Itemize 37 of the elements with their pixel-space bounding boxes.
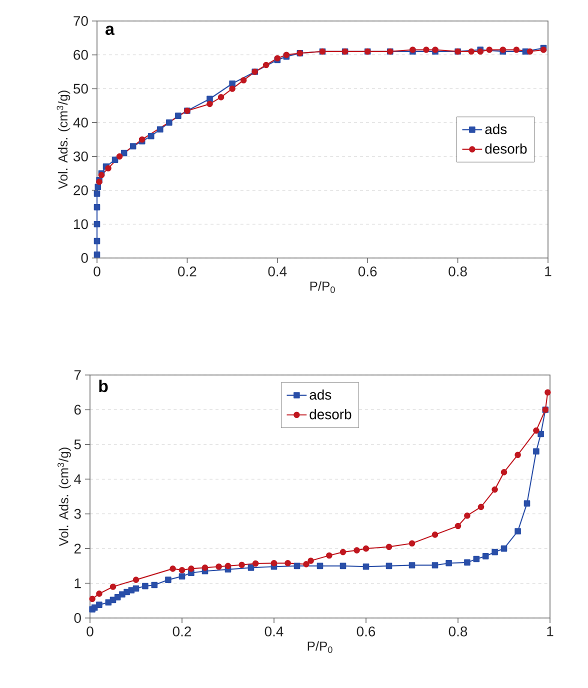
- y-tick-label: 50: [74, 84, 88, 94]
- y-tick-label: 60: [74, 50, 88, 60]
- y-tick-label: 10: [74, 219, 88, 230]
- y-axis-title: Vol. Ads. (cm$^{3}$/g): [56, 90, 70, 190]
- y-tick-label: 5: [74, 440, 81, 450]
- x-tick-label: 0.2: [172, 626, 191, 636]
- legend-label: ads: [485, 124, 507, 134]
- x-tick-label: 0.8: [448, 626, 468, 636]
- y-tick-label: 2: [74, 544, 81, 554]
- legend-label: ads: [310, 389, 332, 400]
- x-tick-label: 1: [547, 626, 554, 636]
- legend-label: desorb: [310, 409, 352, 420]
- y-tick-label: 7: [74, 370, 81, 380]
- x-tick-label: 0.8: [448, 266, 467, 276]
- y-tick-label: 40: [73, 118, 88, 128]
- y-tick-label: 1: [74, 578, 81, 588]
- y-tick-label: 70: [74, 16, 88, 26]
- chart-title: b: [99, 380, 108, 392]
- x-tick-label: 0.6: [358, 266, 377, 276]
- y-tick-label: 4: [74, 474, 82, 484]
- x-axis-title: P/P$_{0}$: [308, 641, 332, 653]
- y-tick-label: 0: [74, 613, 81, 623]
- y-tick-label: 20: [74, 185, 88, 196]
- y-axis-title: Vol. Ads. (cm$^{3}$/g): [58, 448, 71, 546]
- x-tick-label: 0.2: [178, 266, 196, 276]
- legend-label: desorb: [485, 143, 527, 154]
- x-tick-label: 0.6: [356, 626, 376, 636]
- y-tick-label: 6: [74, 404, 81, 415]
- y-tick-label: 0: [81, 253, 88, 263]
- x-axis-title: P/P$_{0}$: [310, 281, 335, 293]
- chart-title: a: [106, 26, 115, 35]
- x-tick-label: 0.4: [268, 266, 287, 276]
- y-tick-label: 30: [73, 151, 88, 162]
- x-tick-label: 0.4: [264, 626, 284, 636]
- x-tick-label: 0: [94, 266, 100, 276]
- x-tick-label: 1: [545, 266, 552, 276]
- y-tick-label: 3: [74, 508, 81, 519]
